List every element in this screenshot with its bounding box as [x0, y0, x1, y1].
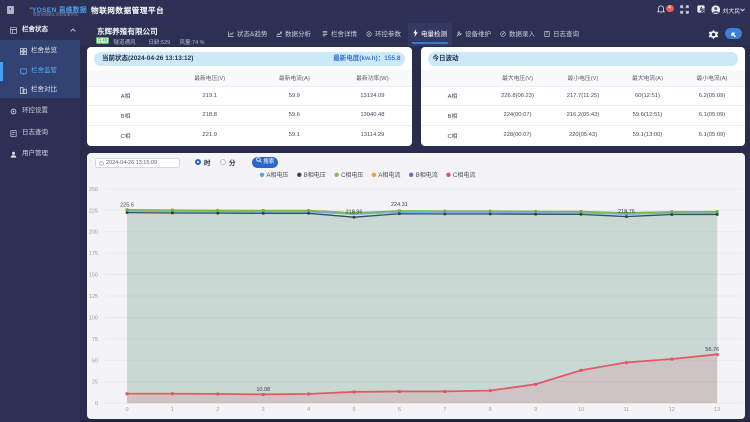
svg-text:7: 7	[443, 407, 446, 413]
svg-text:218.76: 218.76	[618, 209, 635, 215]
svg-text:25: 25	[92, 379, 98, 385]
svg-text:224.31: 224.31	[391, 202, 408, 208]
svg-text:75: 75	[92, 336, 98, 342]
svg-text:C相电流: C相电流	[453, 171, 475, 179]
svg-text:175: 175	[89, 251, 98, 257]
svg-text:150: 150	[89, 272, 98, 278]
svg-text:10.08: 10.08	[256, 386, 270, 392]
svg-text:11: 11	[624, 407, 630, 413]
svg-text:125: 125	[89, 294, 98, 300]
svg-text:225: 225	[89, 208, 98, 214]
svg-text:0: 0	[125, 407, 128, 413]
svg-text:250: 250	[89, 186, 98, 192]
svg-text:8: 8	[489, 407, 492, 413]
svg-text:B相电流: B相电流	[416, 171, 438, 179]
svg-text:12: 12	[669, 407, 675, 413]
svg-text:200: 200	[89, 229, 98, 235]
svg-text:文: 文	[701, 8, 704, 13]
svg-text:56.76: 56.76	[705, 346, 719, 352]
svg-text:13: 13	[714, 407, 720, 413]
svg-text:6: 6	[398, 407, 401, 413]
svg-text:218.96: 218.96	[346, 209, 363, 215]
svg-text:100: 100	[89, 315, 98, 321]
svg-text:A相电压: A相电压	[267, 171, 289, 179]
svg-text:2: 2	[216, 407, 219, 413]
svg-text:B相电压: B相电压	[304, 171, 326, 179]
svg-text:1: 1	[171, 407, 174, 413]
svg-text:C相电压: C相电压	[341, 171, 363, 179]
svg-text:0: 0	[95, 401, 98, 407]
svg-text:A相电流: A相电流	[378, 171, 400, 179]
svg-text:10: 10	[578, 407, 584, 413]
svg-text:3: 3	[262, 407, 265, 413]
svg-text:9: 9	[534, 407, 537, 413]
svg-text:225.6: 225.6	[120, 202, 134, 208]
svg-text:50: 50	[92, 358, 98, 364]
svg-text:5: 5	[352, 407, 355, 413]
svg-text:4: 4	[307, 407, 310, 413]
